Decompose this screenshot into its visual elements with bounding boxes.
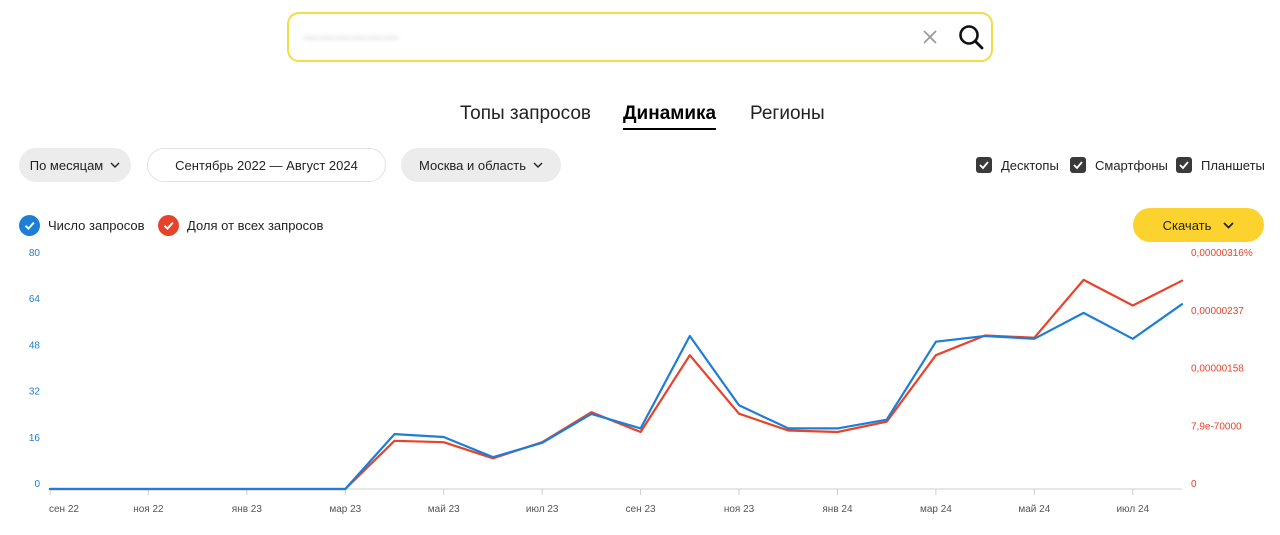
y-right-tick-label: 0,00000316%	[1191, 248, 1253, 259]
x-tick-label: ноя 22	[133, 504, 164, 515]
date-range-label: Сентябрь 2022 — Август 2024	[175, 157, 358, 173]
y-left-tick-label: 48	[29, 340, 41, 351]
x-tick-label: сен 23	[626, 504, 656, 515]
x-tick-label: мар 24	[920, 504, 952, 515]
x-tick-label: янв 24	[822, 504, 853, 515]
device-desktop-checkbox[interactable]: Десктопы	[976, 155, 1059, 175]
tab-bar: Топы запросов Динамика Регионы	[0, 103, 1280, 133]
search-icon[interactable]	[957, 23, 985, 51]
legend-toggle-query-count[interactable]: Число запросов	[19, 214, 144, 236]
series-line-query-share	[48, 278, 1184, 491]
chevron-down-icon	[1223, 221, 1235, 229]
chevron-down-icon	[533, 162, 543, 168]
period-type-label: По месяцам	[29, 157, 104, 173]
x-tick-label: июл 23	[526, 504, 559, 515]
tab-regions[interactable]: Регионы	[750, 103, 825, 124]
y-left-tick-label: 16	[29, 433, 41, 444]
chevron-down-icon	[110, 162, 120, 168]
device-tablet-checkbox[interactable]: Планшеты	[1176, 155, 1265, 175]
tab-dynamics[interactable]: Динамика	[623, 103, 717, 130]
tab-top-queries[interactable]: Топы запросов	[460, 103, 591, 124]
check-circle-icon	[158, 214, 179, 236]
region-label: Москва и область	[418, 157, 526, 173]
x-tick-label: май 24	[1018, 504, 1050, 515]
y-left-tick-label: 32	[29, 387, 41, 398]
legend-label-query-share: Доля от всех запросов	[187, 217, 324, 233]
x-tick-label: май 23	[428, 504, 460, 515]
search-field[interactable]: ——————	[287, 12, 993, 62]
x-tick-label: янв 23	[232, 504, 263, 515]
device-smartphone-checkbox[interactable]: Смартфоны	[1070, 155, 1168, 175]
checkbox-checked-icon	[976, 157, 992, 173]
device-tablet-label: Планшеты	[1201, 157, 1265, 173]
checkbox-checked-icon	[1176, 157, 1192, 173]
x-tick-label: сен 22	[49, 504, 79, 515]
download-label: Скачать	[1162, 217, 1212, 233]
check-circle-icon	[19, 214, 40, 236]
device-desktop-label: Десктопы	[1001, 157, 1059, 173]
dynamics-chart: сен 22 ноя 22 янв 23 мар 23 май 23 июл 23 сен …	[29, 248, 1253, 515]
y-right-tick-label: 7,9e-70000	[1191, 421, 1242, 432]
y-left-tick-label: 80	[29, 248, 41, 259]
y-left-tick-label: 0	[34, 479, 40, 490]
y-right-tick-label: 0,00000158	[1191, 364, 1244, 375]
date-range-picker[interactable]: Сентябрь 2022 — Август 2024	[147, 148, 386, 182]
search-value: ——————	[303, 29, 399, 46]
clear-icon[interactable]	[917, 24, 943, 50]
y-left-tick-label: 64	[29, 294, 41, 305]
x-tick-label: ноя 23	[724, 504, 755, 515]
x-tick-label: мар 23	[329, 504, 361, 515]
series-line-query-count	[48, 303, 1184, 491]
checkbox-checked-icon	[1070, 157, 1086, 173]
y-right-tick-label: 0	[1191, 479, 1197, 490]
legend-toggle-query-share[interactable]: Доля от всех запросов	[158, 214, 323, 236]
legend-label-query-count: Число запросов	[48, 217, 145, 233]
x-tick-label: июл 24	[1116, 504, 1149, 515]
device-smartphone-label: Смартфоны	[1095, 157, 1168, 173]
region-select[interactable]: Москва и область	[401, 148, 561, 182]
download-button[interactable]: Скачать	[1133, 208, 1264, 242]
period-type-select[interactable]: По месяцам	[19, 148, 131, 182]
y-right-tick-label: 0,00000237	[1191, 306, 1244, 317]
